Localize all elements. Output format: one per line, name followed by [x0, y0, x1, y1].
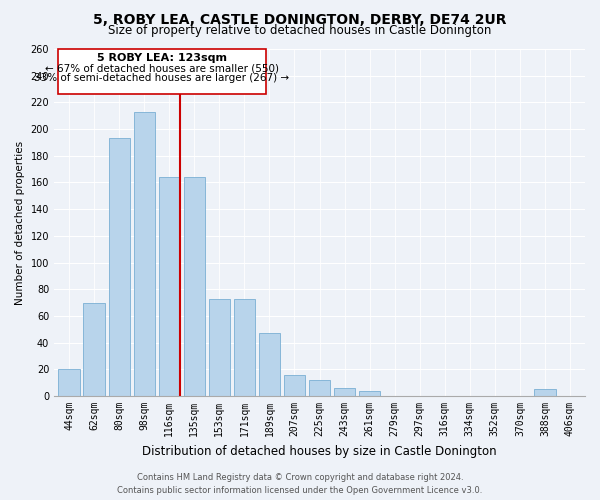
Bar [58, 370, 80, 396]
Bar [334, 388, 355, 396]
Text: ← 67% of detached houses are smaller (550): ← 67% of detached houses are smaller (55… [45, 64, 279, 74]
Y-axis label: Number of detached properties: Number of detached properties [15, 140, 25, 304]
Bar [134, 112, 155, 396]
Bar [284, 374, 305, 396]
Bar [209, 298, 230, 396]
Bar [259, 334, 280, 396]
Bar [83, 302, 105, 396]
Bar [534, 390, 556, 396]
FancyBboxPatch shape [58, 49, 266, 94]
Bar [359, 390, 380, 396]
Text: Size of property relative to detached houses in Castle Donington: Size of property relative to detached ho… [109, 24, 491, 37]
Text: Contains HM Land Registry data © Crown copyright and database right 2024.
Contai: Contains HM Land Registry data © Crown c… [118, 473, 482, 495]
Bar [109, 138, 130, 396]
Bar [158, 177, 180, 396]
Bar [234, 298, 255, 396]
Text: 5 ROBY LEA: 123sqm: 5 ROBY LEA: 123sqm [97, 53, 227, 63]
Text: 33% of semi-detached houses are larger (267) →: 33% of semi-detached houses are larger (… [34, 73, 289, 83]
Bar [309, 380, 330, 396]
Bar [184, 177, 205, 396]
X-axis label: Distribution of detached houses by size in Castle Donington: Distribution of detached houses by size … [142, 444, 497, 458]
Text: 5, ROBY LEA, CASTLE DONINGTON, DERBY, DE74 2UR: 5, ROBY LEA, CASTLE DONINGTON, DERBY, DE… [93, 12, 507, 26]
